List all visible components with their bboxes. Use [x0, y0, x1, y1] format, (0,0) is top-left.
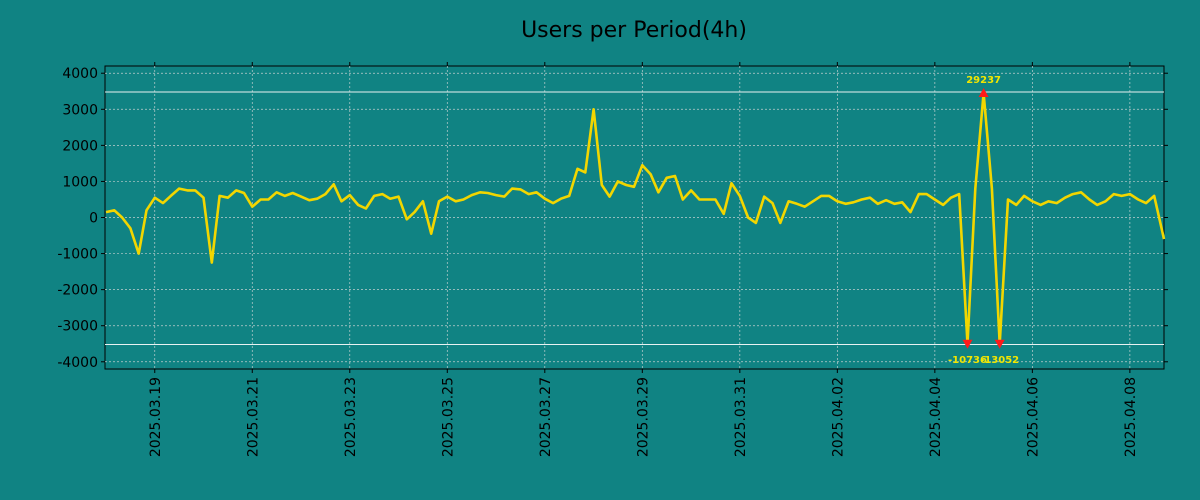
annotation-label: -10736: [948, 355, 987, 366]
y-tick-label: 1000: [62, 174, 98, 190]
x-tick-label: 2025.03.29: [635, 377, 651, 457]
y-tick-label: -1000: [57, 247, 98, 263]
annotation-label: -13052: [980, 355, 1019, 366]
y-tick-label: 0: [89, 211, 98, 227]
series-line-users: [105, 91, 1166, 346]
x-tick-label: 2025.03.31: [733, 377, 749, 457]
x-tick-label: 2025.04.06: [1025, 377, 1041, 457]
y-tick-label: -3000: [57, 319, 98, 335]
x-tick-label: 2025.04.04: [928, 377, 944, 457]
x-tick-label: 2025.04.02: [830, 377, 846, 457]
x-tick-label: 2025.03.25: [440, 377, 456, 457]
trough-marker: [962, 339, 973, 349]
y-tick-label: 4000: [62, 66, 98, 82]
annotation-label: 29237: [966, 75, 1001, 86]
trough-marker: [994, 339, 1005, 349]
peak-marker: [978, 88, 989, 98]
annotations: -10736 29237 -13052: [948, 75, 1019, 366]
chart-title: Users per Period(4h): [521, 18, 747, 43]
x-axis: 2025.03.19 2025.03.21 2025.03.23 2025.03.25…: [148, 62, 1139, 457]
y-tick-label: -2000: [57, 283, 98, 299]
series-layer: [105, 91, 1166, 346]
y-tick-label: 2000: [62, 138, 98, 154]
x-tick-label: 2025.03.21: [245, 377, 261, 457]
y-axis: 4000 3000 2000 1000 0 -1000 -2000 -3000 -4000: [57, 66, 1168, 371]
x-tick-label: 2025.03.23: [343, 377, 359, 457]
x-tick-label: 2025.03.19: [148, 377, 164, 457]
threshold-lines: [105, 91, 1164, 345]
x-tick-label: 2025.03.27: [538, 377, 554, 457]
y-tick-label: 3000: [62, 102, 98, 118]
y-tick-label: -4000: [57, 355, 98, 371]
grid: [105, 66, 1164, 369]
x-tick-label: 2025.04.08: [1123, 377, 1139, 457]
